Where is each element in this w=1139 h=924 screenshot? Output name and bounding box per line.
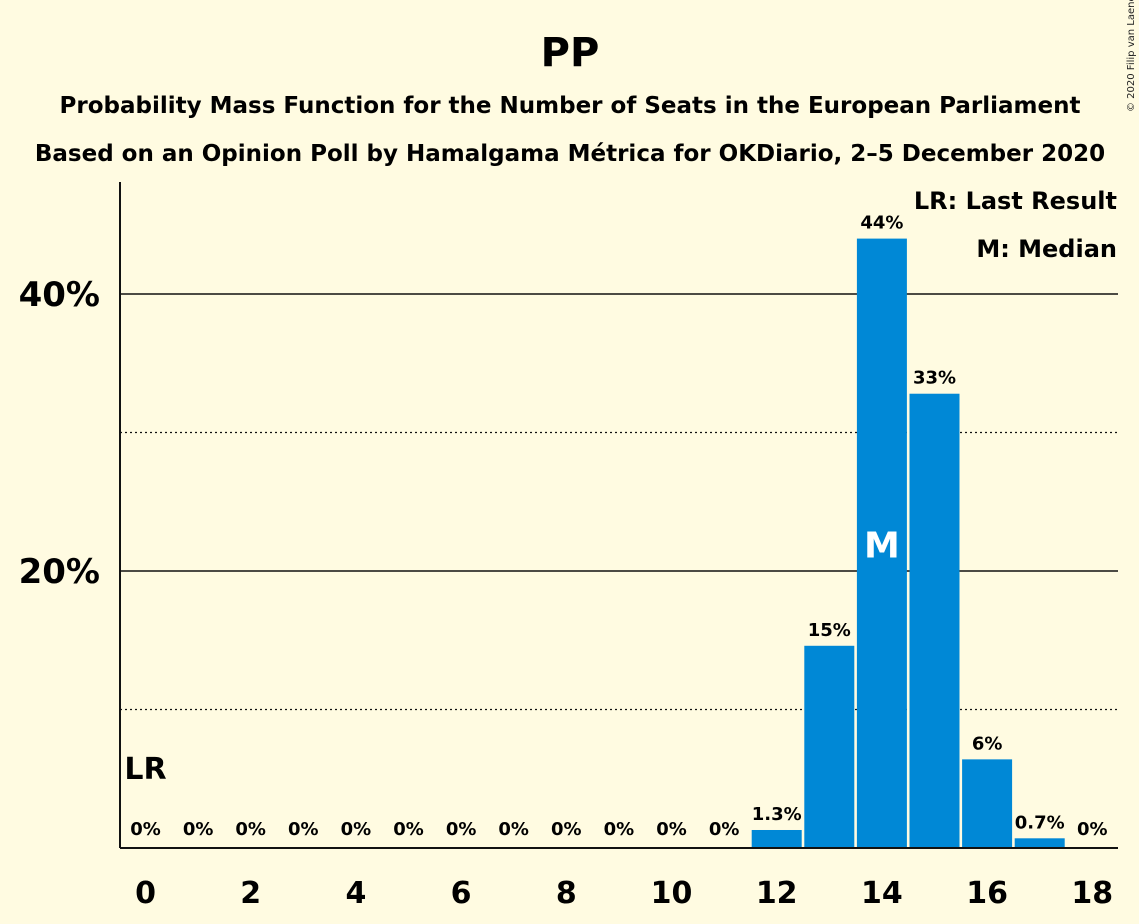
bar-value-label: 0% <box>288 819 319 840</box>
axes: 0 2 4 6 8 10 12 14 16 18 <box>119 182 1118 911</box>
bar-value-label: 44% <box>860 213 903 234</box>
bar-value-label: 0% <box>551 819 582 840</box>
legend-last-result: LR: Last Result <box>914 187 1117 215</box>
bar-value-label: 0% <box>498 819 529 840</box>
bar-value-label: 0% <box>656 819 687 840</box>
chart-subtitle-2: Based on an Opinion Poll by Hamalgama Mé… <box>35 141 1105 167</box>
bars: 0% 0% 0% 0% 0% 0% 0% 0% 0% 0% 0% 0% 1.3% 15% 44% 33% 6% 0… <box>124 213 1108 849</box>
bar <box>856 238 907 849</box>
bar-value-label: 0% <box>235 819 266 840</box>
bar-value-label: 0% <box>130 819 161 840</box>
bar-value-label: 0.7% <box>1015 812 1065 833</box>
copyright-note: © 2020 Filip van Laenen <box>1126 0 1137 112</box>
bar-value-label: 1.3% <box>752 804 802 825</box>
bar-value-label: 0% <box>183 819 214 840</box>
bar <box>804 645 855 848</box>
bar-value-label: 0% <box>709 819 740 840</box>
bar-value-label: 33% <box>913 368 956 389</box>
bar <box>909 393 960 848</box>
bar-value-label: 0% <box>341 819 372 840</box>
x-tick-label: 12 <box>756 876 798 911</box>
legend-median: M: Median <box>976 235 1117 263</box>
chart-subtitle: Probability Mass Function for the Number… <box>60 93 1081 119</box>
bar <box>751 829 802 848</box>
last-result-marker: LR <box>124 752 166 787</box>
bar <box>962 759 1013 848</box>
bar-value-label: 0% <box>446 819 477 840</box>
bar-value-label: 6% <box>972 733 1003 754</box>
bar-value-label: 0% <box>393 819 424 840</box>
chart-title: PP <box>541 30 600 76</box>
y-tick-label: 20% <box>19 552 100 592</box>
x-tick-label: 6 <box>451 876 472 911</box>
x-tick-label: 4 <box>345 876 366 911</box>
x-tick-label: 18 <box>1071 876 1113 911</box>
y-tick-label: 40% <box>19 275 100 315</box>
x-tick-label: 0 <box>135 876 156 911</box>
x-tick-label: 8 <box>556 876 577 911</box>
x-tick-label: 10 <box>651 876 693 911</box>
x-tick-label: 16 <box>966 876 1008 911</box>
bar-value-label: 0% <box>604 819 635 840</box>
x-tick-label: 14 <box>861 876 903 911</box>
median-marker: M <box>864 525 900 566</box>
bar-value-label: 15% <box>808 620 851 641</box>
bar <box>1014 838 1065 848</box>
bar-value-label: 0% <box>1077 819 1108 840</box>
x-tick-label: 2 <box>240 876 261 911</box>
